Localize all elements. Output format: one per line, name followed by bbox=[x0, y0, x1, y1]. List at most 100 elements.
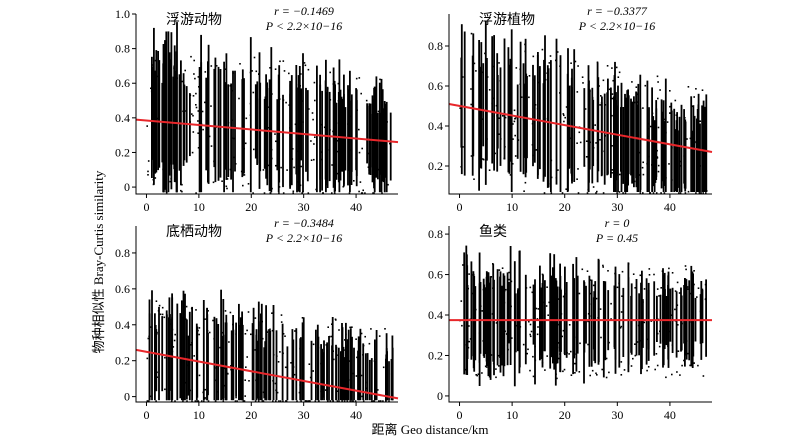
scatter-point bbox=[326, 94, 328, 96]
scatter-point bbox=[508, 278, 510, 281]
scatter-point bbox=[545, 305, 548, 307]
scatter-point bbox=[224, 68, 227, 70]
scatter-column bbox=[310, 340, 313, 401]
scatter-point bbox=[681, 364, 683, 367]
scatter-point bbox=[697, 136, 700, 139]
scatter-point bbox=[596, 61, 599, 64]
scatter-point bbox=[502, 347, 504, 350]
scatter-column bbox=[575, 257, 578, 372]
scatter-point bbox=[623, 369, 626, 371]
scatter-point bbox=[242, 400, 245, 402]
scatter-point bbox=[326, 400, 329, 402]
scatter-point bbox=[274, 68, 277, 70]
scatter-point bbox=[647, 122, 650, 125]
scatter-point bbox=[498, 117, 500, 119]
scatter-point bbox=[192, 114, 194, 117]
scatter-point bbox=[478, 332, 481, 334]
scatter-point bbox=[320, 390, 322, 393]
scatter-column bbox=[539, 289, 542, 355]
scatter-point bbox=[385, 399, 387, 401]
scatter-point bbox=[273, 354, 275, 356]
x-tick-label: 40 bbox=[350, 200, 362, 214]
scatter-point bbox=[310, 159, 313, 161]
scatter-point bbox=[562, 329, 565, 332]
regression-line bbox=[448, 103, 713, 153]
scatter-point bbox=[337, 100, 340, 102]
scatter-point bbox=[659, 330, 661, 333]
scatter-point bbox=[505, 333, 508, 335]
scatter-point bbox=[293, 373, 296, 376]
scatter-point bbox=[192, 95, 195, 97]
y-tick-label: 0 bbox=[437, 389, 443, 403]
scatter-column bbox=[536, 55, 539, 179]
scatter-point bbox=[370, 328, 372, 330]
scatter-point bbox=[379, 156, 382, 158]
scatter-point bbox=[620, 361, 623, 363]
scatter-point bbox=[243, 174, 246, 176]
scatter-point bbox=[158, 304, 161, 307]
scatter-point bbox=[194, 77, 196, 80]
scatter-point bbox=[220, 331, 223, 334]
scatter-point bbox=[390, 373, 393, 375]
scatter-point bbox=[639, 339, 642, 342]
scatter-point bbox=[642, 301, 644, 303]
scatter-point bbox=[492, 65, 495, 68]
scatter-point bbox=[684, 117, 686, 119]
scatter-point bbox=[705, 192, 707, 194]
scatter-column bbox=[278, 65, 281, 183]
scatter-point bbox=[207, 310, 209, 312]
x-tick-label: 0 bbox=[143, 200, 149, 214]
scatter-column bbox=[509, 58, 512, 150]
scatter-column bbox=[699, 294, 702, 344]
scatter-points bbox=[146, 22, 392, 194]
scatter-point bbox=[269, 192, 272, 194]
scatter-point bbox=[671, 344, 674, 346]
scatter-column bbox=[693, 115, 696, 192]
scatter-point bbox=[242, 184, 244, 187]
panel-title: 底栖动物 bbox=[166, 224, 222, 240]
scatter-point bbox=[272, 380, 274, 382]
scatter-point bbox=[381, 192, 383, 194]
scatter-point bbox=[700, 192, 702, 194]
scatter-point bbox=[585, 156, 588, 158]
scatter-point bbox=[647, 338, 649, 341]
scatter-point bbox=[299, 384, 301, 386]
scatter-column bbox=[547, 68, 550, 188]
scatter-point bbox=[498, 365, 500, 367]
scatter-point bbox=[556, 377, 558, 380]
scatter-point bbox=[530, 330, 533, 333]
scatter-point bbox=[280, 166, 282, 169]
scatter-column bbox=[286, 346, 289, 401]
scatter-column bbox=[347, 329, 350, 401]
scatter-point bbox=[523, 190, 525, 192]
scatter-column bbox=[660, 99, 663, 189]
scatter-point bbox=[602, 192, 605, 194]
scatter-point bbox=[514, 117, 516, 120]
scatter-point bbox=[556, 304, 559, 306]
scatter-point bbox=[215, 65, 218, 67]
scatter-point bbox=[210, 105, 212, 107]
scatter-point bbox=[221, 180, 223, 182]
scatter-point bbox=[661, 270, 664, 272]
scatter-point bbox=[470, 88, 472, 90]
scatter-point bbox=[259, 369, 262, 372]
scatter-point bbox=[317, 346, 320, 349]
scatter-column bbox=[351, 336, 353, 401]
scatter-column bbox=[572, 287, 575, 356]
scatter-point bbox=[557, 346, 559, 349]
scatter-point bbox=[668, 267, 670, 270]
scatter-point bbox=[494, 152, 496, 155]
scatter-point bbox=[199, 72, 201, 75]
scatter-point bbox=[331, 164, 333, 166]
scatter-column bbox=[647, 282, 650, 350]
scatter-point bbox=[620, 374, 623, 376]
scatter-point bbox=[658, 345, 661, 348]
scatter-point bbox=[634, 287, 636, 289]
scatter-point bbox=[513, 120, 516, 123]
scatter-column bbox=[517, 288, 519, 349]
scatter-point bbox=[656, 364, 659, 367]
scatter-column bbox=[362, 343, 365, 401]
scatter-column bbox=[664, 78, 667, 192]
scatter-point bbox=[509, 340, 511, 342]
scatter-point bbox=[532, 375, 535, 378]
